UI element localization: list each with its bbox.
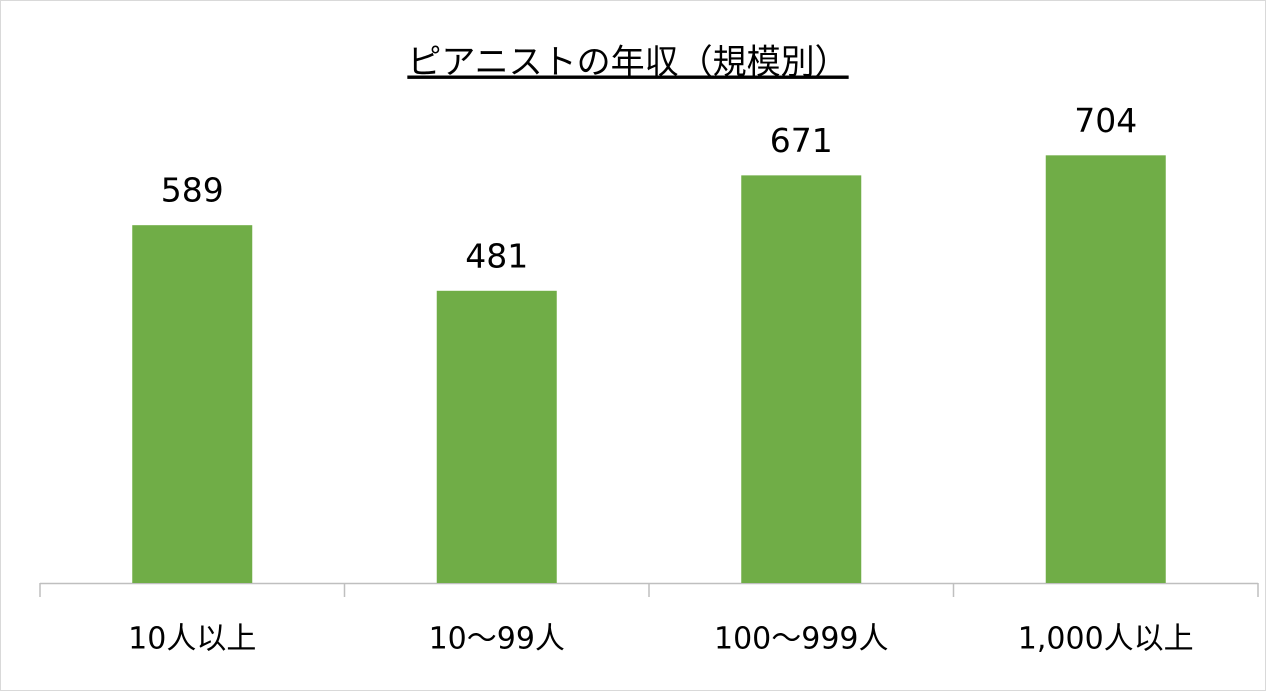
value-label: 704 (1074, 101, 1137, 140)
bar (132, 225, 253, 583)
bar (1045, 155, 1166, 583)
chart-title: ピアニストの年収（規模別） (407, 43, 848, 83)
value-label: 589 (161, 171, 224, 210)
x-tick-label: 1,000人以上 (1018, 622, 1194, 657)
x-tick-label: 100～999人 (714, 622, 889, 657)
x-tick-label: 10～99人 (429, 622, 565, 657)
bar (741, 175, 862, 583)
value-label: 671 (770, 121, 833, 160)
bar (436, 290, 557, 583)
value-label: 481 (465, 236, 528, 275)
x-tick-label: 10人以上 (128, 622, 256, 657)
